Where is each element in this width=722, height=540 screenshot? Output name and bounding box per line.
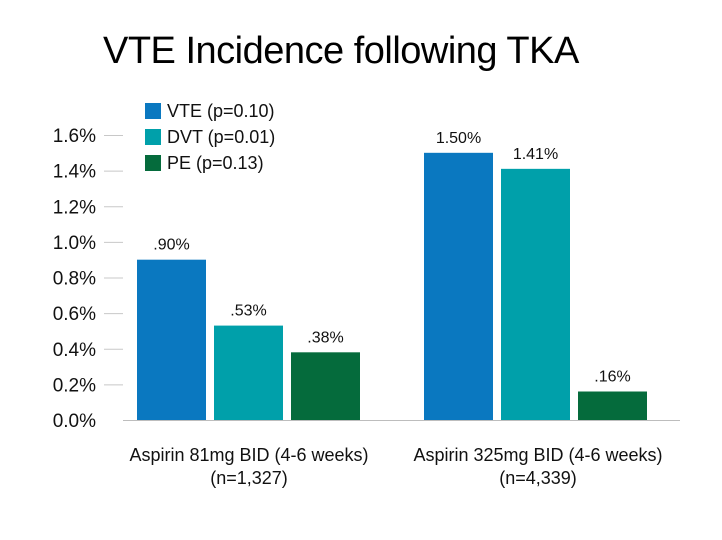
- legend-item-dvt: DVT (p=0.01): [145, 124, 275, 150]
- bar-value-label: .16%: [594, 369, 630, 386]
- legend-swatch-pe: [145, 155, 161, 171]
- bar-dvt-1: [214, 325, 283, 420]
- bar-value-label: .90%: [153, 237, 189, 254]
- legend-label-vte: VTE (p=0.10): [167, 101, 275, 121]
- x-category-sublabel: (n=4,339): [499, 468, 577, 488]
- legend-item-vte: VTE (p=0.10): [145, 98, 275, 124]
- bar-dvt-2: [501, 168, 570, 420]
- x-category-sublabel: (n=1,327): [210, 468, 288, 488]
- bar-vte-2: [424, 152, 493, 420]
- legend-swatch-vte: [145, 103, 161, 119]
- x-category-label-325mg: Aspirin 325mg BID (4-6 weeks) (n=4,339): [388, 444, 688, 490]
- legend-label-pe: PE (p=0.13): [167, 153, 264, 173]
- legend-swatch-dvt: [145, 129, 161, 145]
- bar-value-label: 1.41%: [513, 146, 558, 163]
- y-tick-label: 1.4%: [53, 162, 96, 183]
- bar-value-label: .53%: [230, 303, 266, 320]
- chart-legend: VTE (p=0.10) DVT (p=0.01) PE (p=0.13): [145, 98, 275, 176]
- y-tick-label: 1.6%: [53, 126, 96, 147]
- bar-value-label: .38%: [307, 329, 343, 346]
- x-category-name: Aspirin 81mg BID (4-6 weeks): [129, 445, 369, 465]
- x-category-label-81mg: Aspirin 81mg BID (4-6 weeks) (n=1,327): [99, 444, 399, 490]
- bar-vte-1: [137, 259, 206, 420]
- legend-label-dvt: DVT (p=0.01): [167, 127, 276, 147]
- bar-pe-1: [291, 352, 360, 420]
- y-tick-label: 0.2%: [53, 375, 96, 396]
- y-tick-label: 0.0%: [53, 411, 96, 432]
- y-tick-label: 0.6%: [53, 304, 96, 325]
- y-tick-label: 1.0%: [53, 233, 96, 254]
- y-tick-label: 1.2%: [53, 197, 96, 218]
- chart-title: VTE Incidence following TKA: [103, 30, 579, 72]
- x-category-name: Aspirin 325mg BID (4-6 weeks): [413, 445, 663, 465]
- y-tick-label: 0.8%: [53, 269, 96, 290]
- y-tick-label: 0.4%: [53, 340, 96, 361]
- bar-pe-2: [578, 391, 647, 420]
- legend-item-pe: PE (p=0.13): [145, 150, 275, 176]
- bar-value-label: 1.50%: [436, 130, 481, 147]
